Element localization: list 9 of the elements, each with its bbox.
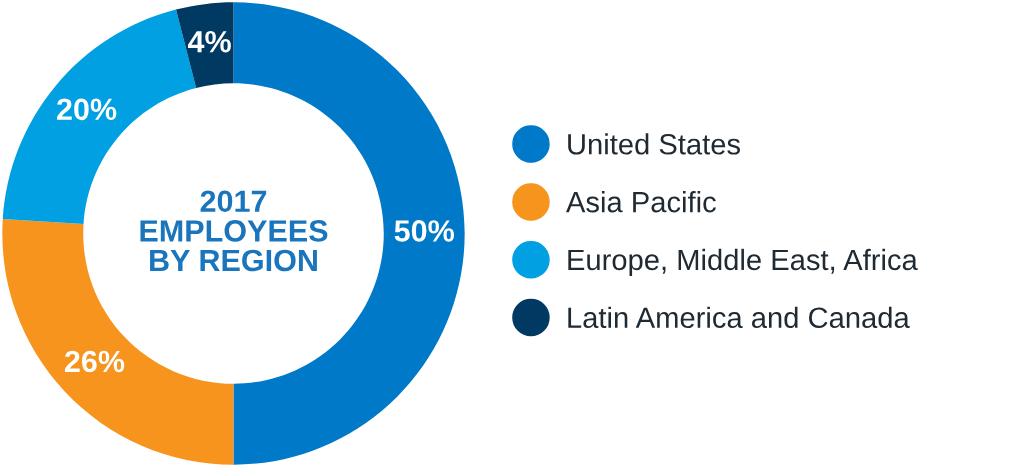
data-label: 4% bbox=[187, 30, 231, 53]
legend-label: Latin America and Canada bbox=[568, 306, 910, 329]
data-label: 50% bbox=[394, 220, 454, 242]
data-label: 26% bbox=[64, 350, 125, 373]
legend-label: Europe, Middle East, Africa bbox=[568, 248, 918, 276]
text: 2017 EMPLOYEES BY REGION bbox=[140, 190, 328, 272]
legend-label: United States bbox=[568, 133, 740, 155]
data-label: 20% bbox=[57, 98, 117, 121]
legend-label: Asia Pacific bbox=[566, 191, 716, 213]
